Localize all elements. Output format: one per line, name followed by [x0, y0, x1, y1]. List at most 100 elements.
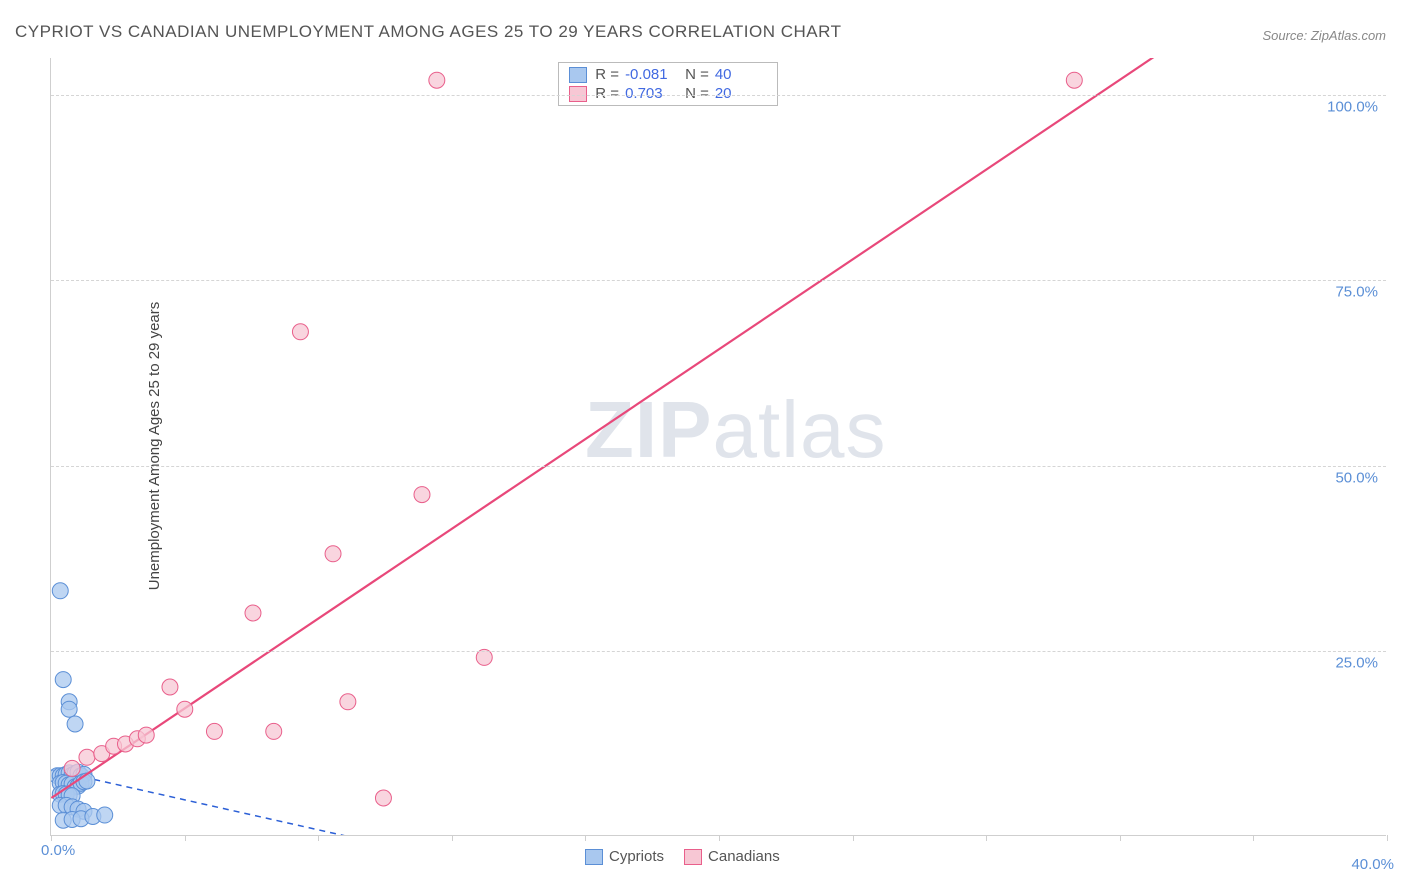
data-point — [1066, 72, 1082, 88]
data-point — [106, 738, 122, 754]
chart-title: CYPRIOT VS CANADIAN UNEMPLOYMENT AMONG A… — [15, 22, 842, 42]
data-point — [97, 807, 113, 823]
x-tick — [51, 835, 52, 841]
data-point — [67, 779, 83, 795]
data-point — [52, 797, 68, 813]
stats-row: R = -0.081 N = 40 — [559, 65, 777, 84]
y-tick-label: 100.0% — [1327, 99, 1378, 116]
n-label: N = — [685, 85, 709, 102]
r-value: -0.081 — [625, 66, 677, 83]
data-point — [79, 773, 95, 789]
data-point — [52, 583, 68, 599]
data-point — [55, 672, 71, 688]
gridline — [51, 280, 1386, 281]
data-point — [64, 767, 80, 783]
data-point — [52, 775, 68, 791]
r-label: R = — [595, 85, 619, 102]
data-point — [292, 324, 308, 340]
data-point — [52, 786, 68, 802]
data-point — [70, 778, 86, 794]
trend-line — [51, 58, 1163, 798]
correlation-stats-box: R = -0.081 N = 40 R = 0.703 N = 20 — [558, 62, 778, 106]
gridline — [51, 95, 1386, 96]
data-point — [73, 775, 89, 791]
data-point — [55, 774, 71, 790]
data-point — [70, 764, 86, 780]
watermark-zip: ZIP — [585, 385, 712, 474]
series-swatch — [569, 86, 587, 102]
x-tick — [318, 835, 319, 841]
n-label: N = — [685, 66, 709, 83]
data-point — [138, 727, 154, 743]
data-point — [51, 768, 65, 784]
trend-line — [51, 770, 407, 835]
data-point — [64, 760, 80, 776]
x-tick — [585, 835, 586, 841]
data-point — [129, 731, 145, 747]
data-point — [70, 801, 86, 817]
legend-label: Cypriots — [609, 848, 664, 865]
x-tick — [1120, 835, 1121, 841]
data-point — [64, 799, 80, 815]
legend-item: Canadians — [684, 848, 780, 865]
data-point — [206, 723, 222, 739]
x-tick — [986, 835, 987, 841]
x-origin-label: 0.0% — [41, 842, 75, 859]
data-point — [58, 786, 74, 802]
data-point — [266, 723, 282, 739]
data-point — [55, 768, 71, 784]
data-point — [476, 649, 492, 665]
data-point — [64, 776, 80, 792]
gridline — [51, 466, 1386, 467]
data-point — [94, 746, 110, 762]
data-point — [64, 788, 80, 804]
x-tick — [719, 835, 720, 841]
data-point — [52, 768, 68, 784]
gridline — [51, 651, 1386, 652]
data-point — [58, 797, 74, 813]
data-point — [61, 694, 77, 710]
data-point — [58, 766, 74, 782]
n-value: 20 — [715, 85, 767, 102]
data-point — [61, 787, 77, 803]
data-point — [245, 605, 261, 621]
x-tick — [853, 835, 854, 841]
x-tick — [185, 835, 186, 841]
y-tick-label: 75.0% — [1335, 284, 1378, 301]
data-point — [58, 775, 74, 791]
data-point — [76, 774, 92, 790]
data-point — [64, 811, 80, 827]
y-tick-label: 25.0% — [1335, 654, 1378, 671]
data-point — [67, 766, 83, 782]
legend: Cypriots Canadians — [585, 848, 780, 865]
legend-swatch — [585, 849, 603, 865]
data-point — [55, 786, 71, 802]
r-label: R = — [595, 66, 619, 83]
data-point — [429, 72, 445, 88]
y-tick-label: 50.0% — [1335, 469, 1378, 486]
data-point — [414, 487, 430, 503]
stats-row: R = 0.703 N = 20 — [559, 84, 777, 103]
watermark-atlas: atlas — [712, 385, 886, 474]
legend-item: Cypriots — [585, 848, 664, 865]
scatter-plot-area: ZIPatlas R = -0.081 N = 40 R = 0.703 N =… — [50, 58, 1386, 836]
x-right-label: 40.0% — [1351, 856, 1394, 873]
legend-swatch — [684, 849, 702, 865]
data-point — [55, 812, 71, 828]
data-point — [73, 811, 89, 827]
data-point — [85, 809, 101, 825]
x-tick — [452, 835, 453, 841]
data-point — [61, 701, 77, 717]
data-point — [325, 546, 341, 562]
data-point — [76, 803, 92, 819]
x-tick — [1387, 835, 1388, 841]
watermark: ZIPatlas — [585, 384, 886, 476]
data-point — [375, 790, 391, 806]
n-value: 40 — [715, 66, 767, 83]
data-point — [67, 716, 83, 732]
r-value: 0.703 — [625, 85, 677, 102]
data-point — [61, 777, 77, 793]
data-point — [162, 679, 178, 695]
x-tick — [1253, 835, 1254, 841]
data-point — [177, 701, 193, 717]
